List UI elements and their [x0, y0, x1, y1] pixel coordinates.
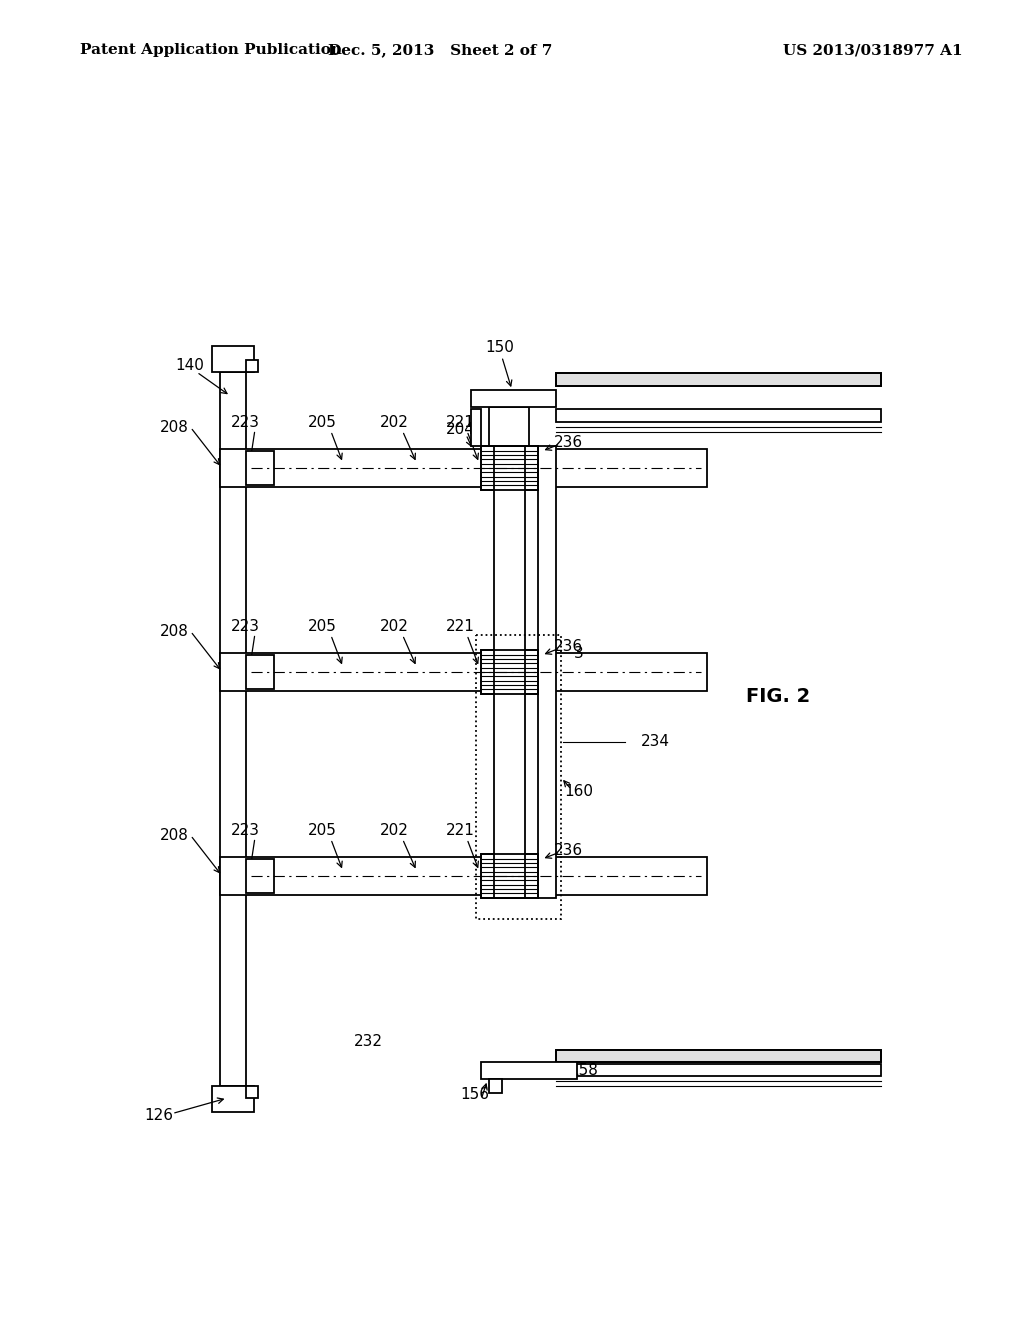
Bar [481, 446, 538, 490]
Text: 236: 236 [554, 436, 583, 450]
Bar [246, 859, 274, 892]
Bar [246, 655, 274, 689]
Bar [476, 635, 561, 919]
Text: 3: 3 [573, 647, 584, 661]
Bar [246, 451, 274, 484]
Text: 208: 208 [160, 623, 188, 639]
Text: 232: 232 [354, 1034, 383, 1049]
Text: 158: 158 [569, 1063, 598, 1078]
Bar [220, 372, 246, 1086]
Text: 208: 208 [160, 828, 188, 842]
Bar [246, 360, 258, 372]
Text: 140: 140 [175, 359, 204, 374]
Text: 236: 236 [554, 843, 583, 858]
Text: 156: 156 [461, 1086, 489, 1102]
Bar [212, 346, 254, 372]
Bar [481, 651, 538, 693]
Bar [220, 857, 707, 895]
Text: 236: 236 [554, 639, 583, 655]
Bar [556, 409, 881, 422]
Text: 221: 221 [446, 822, 475, 838]
Text: 234: 234 [641, 734, 670, 750]
Text: Dec. 5, 2013   Sheet 2 of 7: Dec. 5, 2013 Sheet 2 of 7 [328, 44, 553, 57]
Bar [494, 446, 525, 898]
Bar [481, 651, 538, 693]
Bar [471, 389, 556, 407]
Text: 223: 223 [231, 414, 260, 430]
Text: 205: 205 [308, 822, 337, 838]
Text: 223: 223 [231, 619, 260, 634]
Text: 221: 221 [446, 414, 475, 430]
Bar [471, 409, 481, 446]
Text: 202: 202 [380, 619, 409, 634]
Bar [538, 446, 556, 898]
Text: 208: 208 [160, 420, 188, 434]
Bar [220, 653, 707, 692]
Bar [556, 1049, 881, 1063]
Text: 202: 202 [380, 822, 409, 838]
Bar [556, 1064, 881, 1076]
Bar [481, 446, 538, 490]
Text: 223: 223 [231, 822, 260, 838]
Text: 202: 202 [380, 414, 409, 430]
Bar [481, 854, 538, 898]
Bar [556, 374, 881, 387]
Text: 160: 160 [564, 784, 593, 800]
Bar [556, 374, 881, 387]
Text: 150: 150 [485, 341, 514, 355]
Text: FIG. 2: FIG. 2 [746, 686, 810, 705]
Bar [246, 1086, 258, 1098]
Bar [481, 1063, 577, 1078]
Bar [556, 1049, 881, 1063]
Text: US 2013/0318977 A1: US 2013/0318977 A1 [783, 44, 963, 57]
Text: 221: 221 [446, 619, 475, 634]
Bar [489, 407, 529, 446]
Bar [212, 1086, 254, 1113]
Bar [489, 1078, 502, 1093]
Text: 205: 205 [308, 414, 337, 430]
Text: 204: 204 [446, 422, 475, 437]
Text: 126: 126 [144, 1109, 173, 1123]
Bar [481, 854, 538, 898]
Text: 205: 205 [308, 619, 337, 634]
Text: Patent Application Publication: Patent Application Publication [80, 44, 342, 57]
Bar [220, 449, 707, 487]
